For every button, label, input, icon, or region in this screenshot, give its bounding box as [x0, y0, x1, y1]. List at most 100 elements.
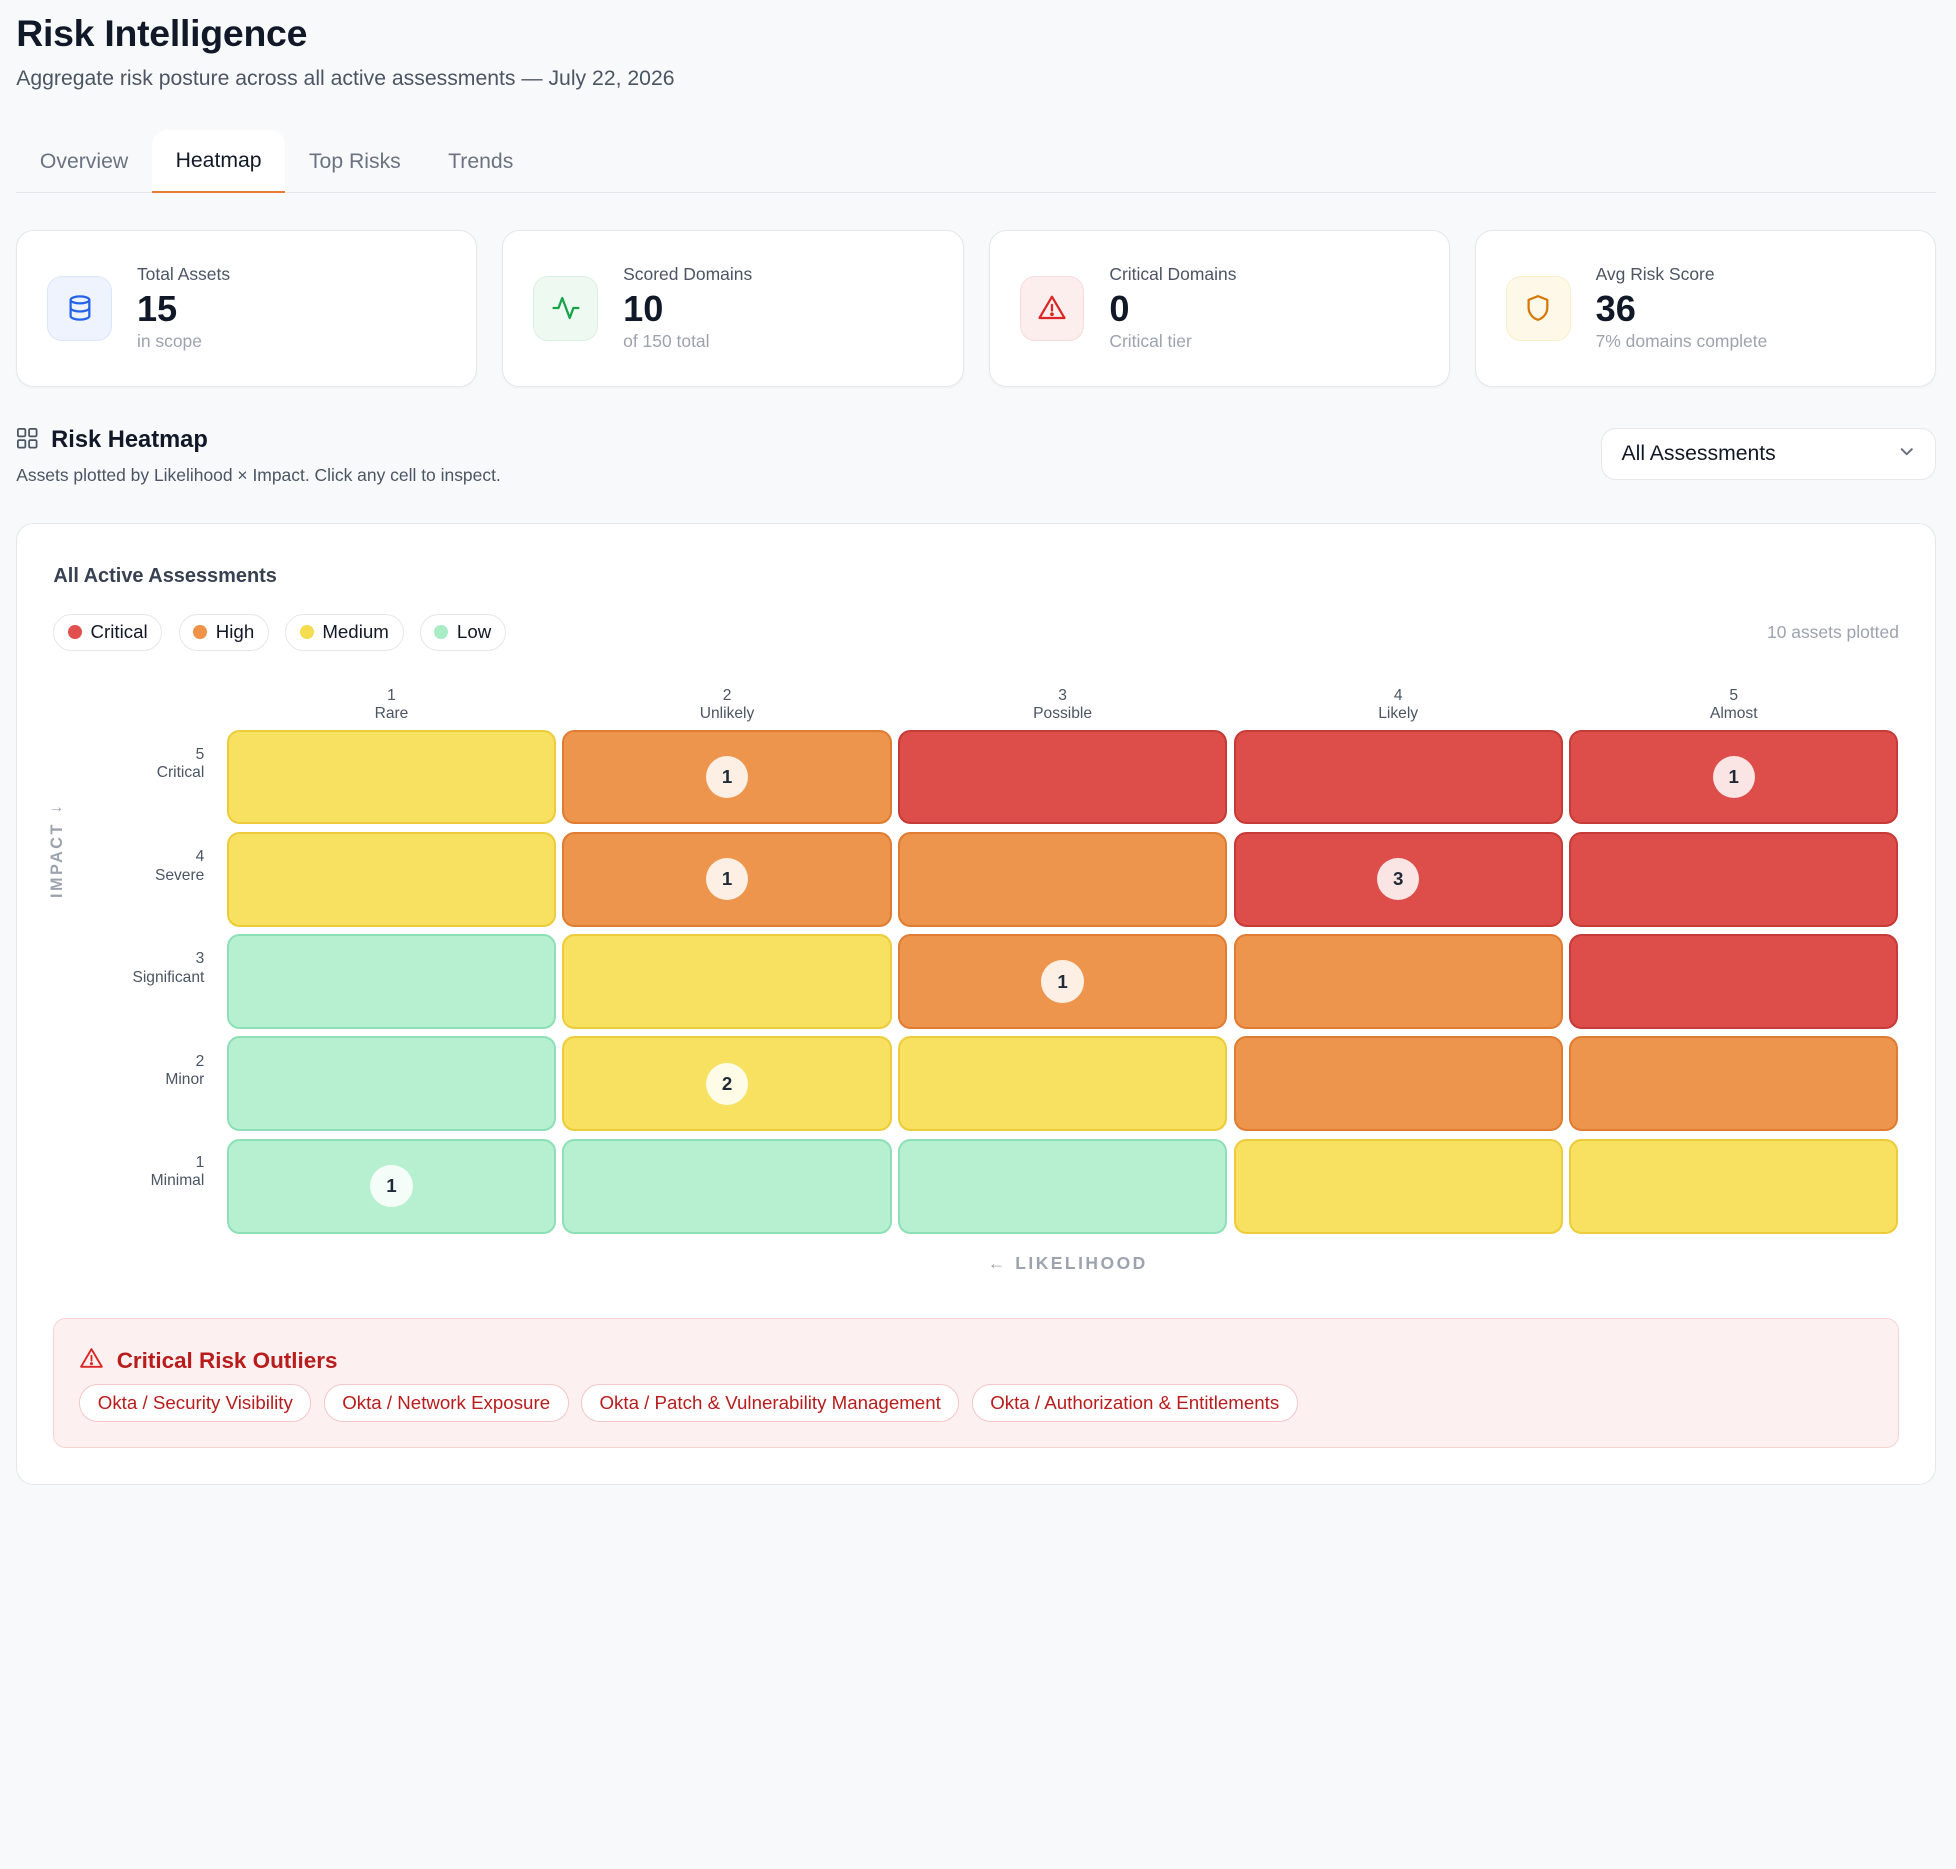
outlier-tag[interactable]: Okta / Network Exposure: [323, 1384, 569, 1422]
row-header-minimal: 1 Minimal: [92, 1153, 205, 1191]
heatmap-cell[interactable]: [1569, 831, 1899, 927]
column-label: Rare: [374, 704, 409, 722]
tab-heatmap[interactable]: Heatmap: [151, 129, 286, 194]
likelihood-axis-text: LIKELIHOOD: [1015, 1253, 1148, 1274]
outliers-title: Critical Risk Outliers: [116, 1348, 338, 1373]
legend-label: Critical: [90, 621, 148, 643]
row-header-severe: 4 Severe: [92, 848, 204, 885]
stat-label: Scored Domains: [623, 264, 753, 285]
heatmap-cell[interactable]: [1233, 1138, 1563, 1234]
legend-label: Medium: [322, 621, 389, 643]
page-title: Risk Intelligence: [16, 12, 308, 55]
heatmap-cell[interactable]: [226, 1036, 557, 1132]
chevron-down-icon: [1898, 442, 1915, 466]
heatmap-cell[interactable]: [897, 1138, 1228, 1234]
heatmap-cell[interactable]: [897, 831, 1228, 927]
arrow-left-icon: ←: [987, 1253, 1008, 1274]
outliers-title-row: Critical Risk Outliers: [79, 1346, 337, 1377]
column-label: Almost: [1709, 704, 1758, 722]
heatmap-cell[interactable]: 3: [1233, 831, 1563, 927]
legend-item-critical[interactable]: Critical: [53, 613, 163, 651]
tab-trends[interactable]: Trends: [448, 149, 514, 173]
outlier-tag[interactable]: Okta / Authorization & Entitlements: [971, 1384, 1298, 1422]
shield-icon: [1505, 275, 1571, 341]
critical-risk-outliers: Critical Risk Outliers Okta / Security V…: [53, 1318, 1899, 1449]
asset-count-badge: 1: [705, 858, 749, 901]
stat-card-total-assets: Total Assets 15 in scope: [16, 229, 478, 387]
column-number: 5: [1729, 687, 1739, 705]
column-header-unlikely: 2 Unlikely: [562, 687, 891, 722]
row-label: Minor: [165, 1071, 205, 1089]
stat-label: Critical Domains: [1109, 264, 1237, 285]
heatmap-cell[interactable]: 1: [1569, 729, 1899, 825]
heatmap-cell[interactable]: 1: [562, 729, 892, 825]
grid-icon: [16, 427, 38, 455]
heatmap-cell[interactable]: [1569, 934, 1899, 1029]
legend-dot: [434, 625, 449, 640]
legend-label: Low: [456, 621, 492, 643]
column-number: 1: [387, 687, 396, 705]
heatmap-card-title: All Active Assessments: [53, 564, 277, 587]
row-label: Critical: [156, 764, 205, 782]
legend-dot: [193, 625, 208, 640]
stat-label: Avg Risk Score: [1595, 264, 1715, 285]
row-header-critical: 5 Critical: [92, 746, 205, 783]
stat-value: 0: [1109, 287, 1130, 329]
heatmap-cell[interactable]: 1: [562, 831, 892, 927]
legend-item-high[interactable]: High: [178, 613, 269, 651]
outlier-tag[interactable]: Okta / Security Visibility: [79, 1384, 312, 1422]
heatmap-cell[interactable]: [897, 729, 1228, 825]
assessment-filter-value: All Assessments: [1621, 442, 1776, 466]
legend-dot: [299, 625, 314, 640]
column-label: Likely: [1378, 704, 1419, 722]
row-number: 1: [195, 1153, 205, 1171]
asset-count-badge: 1: [370, 1164, 413, 1208]
alert-triangle-icon: [1019, 275, 1085, 341]
heatmap-cell[interactable]: [1569, 1036, 1899, 1132]
row-number: 2: [195, 1052, 205, 1070]
stat-value: 15: [136, 287, 178, 329]
row-header-significant: 3 Significant: [92, 950, 204, 987]
asset-count-badge: 1: [1041, 960, 1084, 1003]
impact-axis-label: IMPACT →: [48, 798, 67, 898]
heatmap-cell[interactable]: [1569, 1138, 1899, 1234]
column-header-rare: 1 Rare: [227, 687, 556, 722]
impact-axis-text: IMPACT: [48, 822, 67, 898]
heatmap-cell[interactable]: [562, 934, 892, 1029]
risk-intelligence-page: Risk Intelligence Aggregate risk posture…: [16, 12, 1937, 1485]
heatmap-cell[interactable]: [562, 1138, 892, 1234]
heatmap-cell[interactable]: 1: [897, 934, 1228, 1029]
heatmap-card: All Active Assessments Critical High Med…: [16, 522, 1937, 1485]
heatmap-cell[interactable]: [226, 831, 557, 927]
stat-card-scored-domains: Scored Domains 10 of 150 total: [502, 229, 964, 387]
heatmap-cell[interactable]: 2: [562, 1036, 892, 1132]
row-label: Severe: [154, 866, 205, 884]
heatmap-section-header: Risk Heatmap Assets plotted by Likelihoo…: [16, 427, 501, 486]
tab-bar: Overview Heatmap Top Risks Trends: [16, 129, 1937, 194]
likelihood-axis-label: ← LIKELIHOOD: [988, 1253, 1148, 1274]
heatmap-cell[interactable]: [226, 934, 557, 1029]
legend-item-medium[interactable]: Medium: [285, 613, 404, 651]
tab-top-risks[interactable]: Top Risks: [308, 149, 401, 173]
stat-label: Total Assets: [136, 264, 231, 285]
assets-plotted-count: 10 assets plotted: [1766, 622, 1899, 643]
heatmap-cell[interactable]: [897, 1036, 1228, 1132]
page-subtitle: Aggregate risk posture across all active…: [16, 67, 675, 91]
tab-overview[interactable]: Overview: [39, 149, 129, 173]
database-icon: [47, 275, 112, 341]
heatmap-cell[interactable]: [1233, 1036, 1563, 1132]
heatmap-cell[interactable]: 1: [226, 1138, 557, 1234]
column-header-possible: 3 Possible: [898, 687, 1227, 722]
arrow-up-icon: →: [48, 798, 68, 817]
assessment-filter-select[interactable]: All Assessments: [1600, 427, 1937, 481]
heatmap-cell[interactable]: [1233, 729, 1563, 825]
column-number: 2: [722, 687, 732, 705]
legend-item-low[interactable]: Low: [419, 613, 506, 651]
heatmap-cell[interactable]: [226, 729, 557, 825]
heatmap-cell[interactable]: [1233, 934, 1563, 1029]
row-number: 3: [195, 950, 205, 968]
stat-sub: in scope: [136, 331, 202, 352]
asset-count-badge: 3: [1376, 858, 1420, 901]
legend-dot: [68, 625, 82, 640]
outlier-tag[interactable]: Okta / Patch & Vulnerability Management: [581, 1384, 960, 1422]
